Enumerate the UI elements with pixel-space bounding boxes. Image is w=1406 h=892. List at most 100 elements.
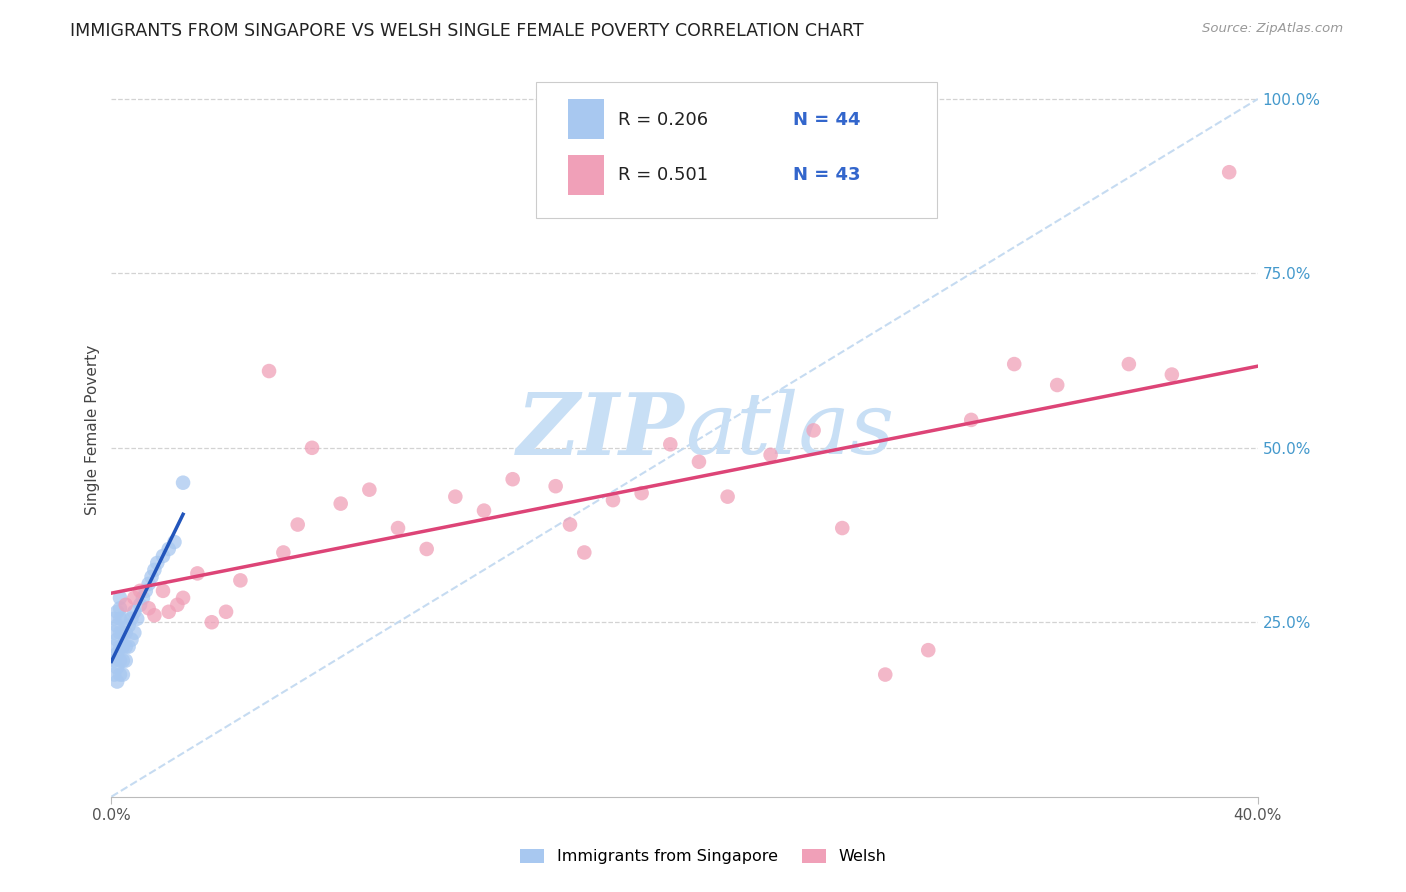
Point (103, 625, 125, 640)
Text: R = 0.206: R = 0.206 (619, 111, 709, 128)
Point (630, 486, 652, 500)
Y-axis label: Single Female Poverty: Single Female Poverty (86, 345, 100, 516)
Point (108, 667, 131, 681)
Point (146, 556, 169, 570)
Point (201, 615, 224, 630)
Point (143, 608, 166, 623)
Point (124, 605, 146, 619)
Point (111, 640, 134, 654)
Text: IMMIGRANTS FROM SINGAPORE VS WELSH SINGLE FEMALE POVERTY CORRELATION CHART: IMMIGRANTS FROM SINGAPORE VS WELSH SINGL… (70, 22, 863, 40)
Point (108, 625, 131, 640)
Point (105, 618, 128, 632)
Point (103, 640, 125, 654)
Point (444, 490, 467, 504)
Point (172, 591, 194, 605)
Point (108, 612, 131, 626)
Point (1046, 378, 1069, 392)
Point (129, 583, 152, 598)
Point (129, 598, 152, 612)
Point (387, 521, 409, 535)
Point (105, 674, 128, 689)
Point (114, 654, 136, 668)
Point (138, 577, 160, 591)
Point (759, 448, 782, 462)
Point (117, 640, 139, 654)
Point (287, 517, 309, 532)
Text: R = 0.501: R = 0.501 (619, 166, 709, 184)
Point (502, 472, 524, 486)
Point (157, 541, 180, 556)
Text: atlas: atlas (685, 389, 894, 472)
Point (121, 632, 143, 647)
Point (114, 640, 136, 654)
Point (124, 591, 146, 605)
Point (659, 437, 682, 451)
Point (121, 612, 143, 626)
Point (103, 612, 125, 626)
Text: Source: ZipAtlas.com: Source: ZipAtlas.com (1202, 22, 1343, 36)
Point (917, 643, 939, 657)
Point (163, 535, 186, 549)
Point (105, 605, 128, 619)
Point (111, 612, 134, 626)
FancyBboxPatch shape (568, 99, 605, 139)
Point (111, 625, 134, 640)
Point (329, 497, 352, 511)
Point (186, 566, 208, 581)
Point (108, 601, 131, 615)
Point (141, 570, 163, 584)
Point (166, 598, 188, 612)
Point (229, 574, 252, 588)
Point (152, 583, 174, 598)
Point (803, 423, 825, 437)
FancyBboxPatch shape (536, 82, 936, 218)
FancyBboxPatch shape (568, 154, 605, 195)
Point (127, 612, 149, 626)
Point (111, 667, 134, 681)
Point (1160, 368, 1182, 382)
Point (172, 475, 194, 490)
Point (124, 625, 146, 640)
Text: ZIP: ZIP (517, 389, 685, 472)
Point (143, 563, 166, 577)
Point (111, 654, 134, 668)
Point (688, 455, 710, 469)
Point (135, 583, 157, 598)
Point (215, 605, 238, 619)
Point (257, 364, 280, 378)
Point (301, 441, 323, 455)
Point (1118, 357, 1140, 371)
Point (138, 601, 160, 615)
Point (558, 517, 581, 532)
Point (1002, 357, 1025, 371)
Point (273, 545, 295, 559)
Legend: Immigrants from Singapore, Welsh: Immigrants from Singapore, Welsh (513, 842, 893, 871)
Point (103, 667, 125, 681)
Point (960, 413, 983, 427)
Point (152, 549, 174, 563)
Point (108, 640, 131, 654)
Point (105, 660, 128, 674)
Point (108, 654, 131, 668)
Point (359, 483, 381, 497)
Point (114, 625, 136, 640)
Point (544, 479, 567, 493)
Point (105, 647, 128, 661)
Point (1218, 165, 1240, 179)
Point (108, 591, 131, 605)
Point (114, 598, 136, 612)
Point (875, 667, 897, 681)
Text: N = 43: N = 43 (793, 166, 860, 184)
Point (574, 545, 596, 559)
Point (472, 503, 495, 517)
Point (132, 591, 155, 605)
Point (103, 654, 125, 668)
Point (602, 493, 624, 508)
Point (105, 632, 128, 647)
Text: N = 44: N = 44 (793, 111, 860, 128)
Point (415, 541, 437, 556)
Point (157, 605, 180, 619)
Point (117, 618, 139, 632)
Point (831, 521, 853, 535)
Point (717, 490, 740, 504)
